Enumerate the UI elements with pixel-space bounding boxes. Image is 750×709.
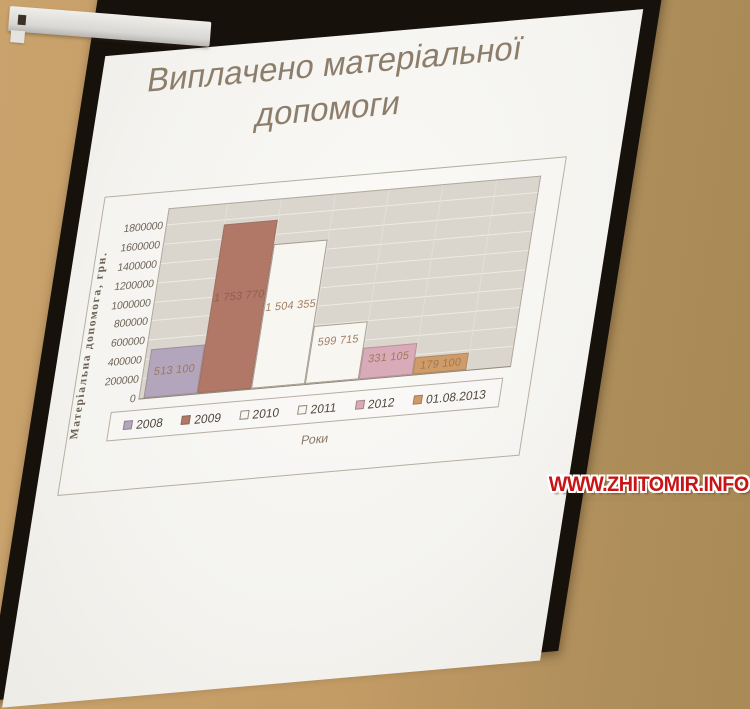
screen-housing-bracket <box>10 30 26 44</box>
legend-label: 2008 <box>135 414 165 432</box>
legend-label: 2012 <box>366 394 396 412</box>
legend-item-01.08.2013: 01.08.2013 <box>412 387 487 408</box>
y-gridline <box>163 211 535 245</box>
legend-label: 2010 <box>251 404 281 422</box>
legend-swatch <box>122 420 134 431</box>
legend-label: 01.08.2013 <box>425 386 488 407</box>
y-gridline <box>166 191 538 226</box>
legend-item-2012: 2012 <box>354 395 396 413</box>
plot-area: 0 200000 400000 600000 800000 1000000 1200000 1… <box>104 175 542 405</box>
legend-item-2011: 2011 <box>297 400 338 418</box>
legend-label: 2011 <box>309 399 338 417</box>
y-gridline <box>160 230 532 264</box>
chart-frame: Матеріальна допомога, грн. 0 200000 400000… <box>57 156 567 497</box>
legend-swatch <box>180 415 192 425</box>
y-gridline <box>157 249 529 284</box>
legend-label: 2009 <box>193 409 223 427</box>
y-gridline <box>151 288 523 322</box>
legend-swatch <box>412 394 423 405</box>
legend-item-2009: 2009 <box>180 410 222 428</box>
screen-housing-slot <box>17 14 27 26</box>
v-gridline <box>466 180 498 370</box>
presentation-slide: Виплачено матеріальної допомоги Матеріал… <box>2 9 644 708</box>
projector-screen-frame: Виплачено матеріальної допомоги Матеріал… <box>0 0 672 708</box>
site-watermark: WWW.ZHITOMIR.INFO <box>549 473 749 496</box>
legend-item-2008: 2008 <box>122 415 164 433</box>
v-gridline <box>412 185 444 375</box>
legend-swatch <box>354 399 365 410</box>
y-gridline <box>154 268 526 303</box>
legend-item-2010: 2010 <box>238 404 281 423</box>
legend-swatch <box>238 409 250 420</box>
legend-swatch <box>297 404 308 415</box>
